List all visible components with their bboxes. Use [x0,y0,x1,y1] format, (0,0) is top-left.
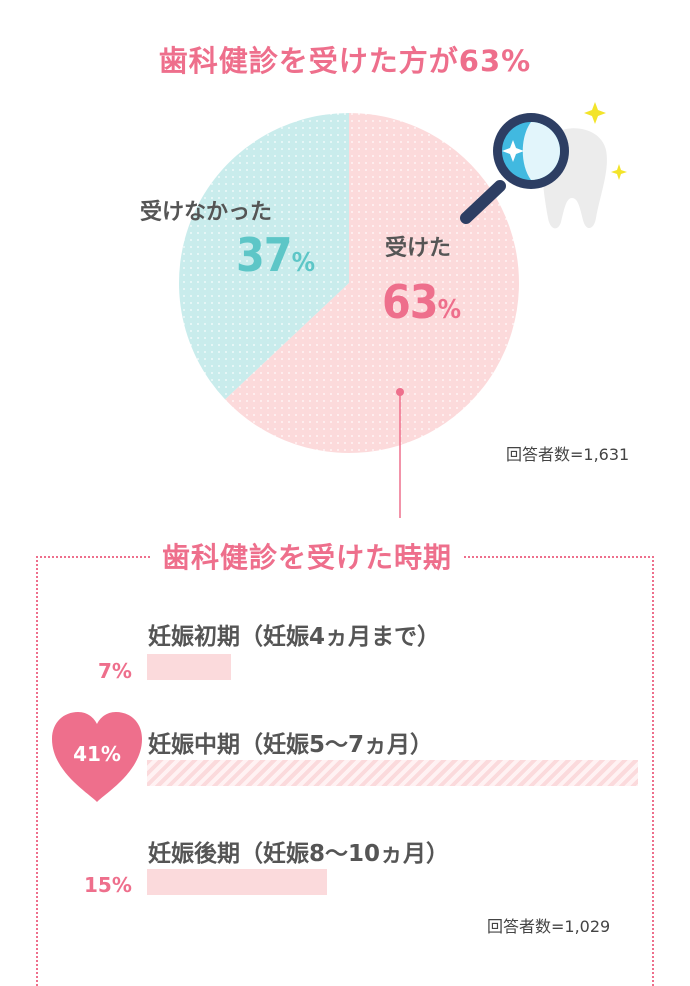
pie-slice-no [178,112,349,400]
sparkle-icon [584,102,627,180]
heart-icon [52,712,142,802]
bar-value-late: 15% [84,873,132,897]
respondents-note: 回答者数=1,631 [506,445,630,464]
bar-early [147,654,231,680]
respondents-note-timing: 回答者数=1,029 [487,917,611,936]
bar-value-early: 7% [98,659,132,683]
slice-label-no: 受けなかった [140,200,273,225]
bar-label-early: 妊娠初期（妊娠4ヵ月まで） [148,624,441,650]
bar-value-middle: 41% [73,742,121,766]
slice-value-no: 37% [236,228,315,282]
pie-slice-yes [225,113,520,453]
bar-label-late: 妊娠後期（妊娠8〜10ヵ月） [148,841,450,867]
magnifier-icon [460,113,569,224]
bar-middle [147,760,638,786]
pie-chart [178,102,627,518]
slice-value-yes: 63% [382,275,461,329]
connector-dot [396,388,404,396]
bar-late [147,869,327,895]
slice-label-yes: 受けた [385,236,452,261]
timing-title: 歯科健診を受けた時期 [150,536,465,576]
bar-label-middle: 妊娠中期（妊娠5〜7ヵ月） [148,732,434,758]
chart-title: 歯科健診を受けた方が63% [158,44,532,78]
